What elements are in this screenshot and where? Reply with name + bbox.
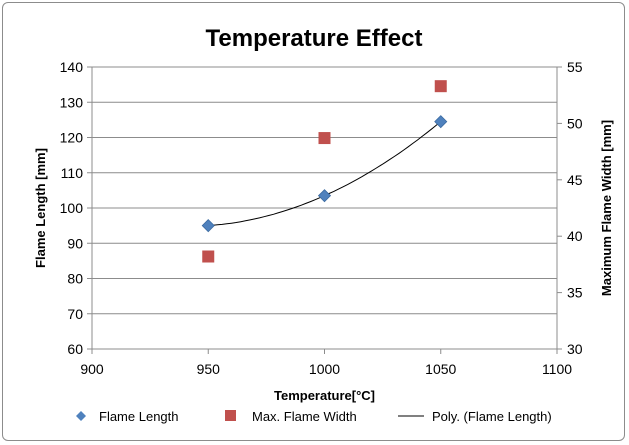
y-tick-label: 110 (61, 165, 84, 181)
y-tick-label: 140 (60, 59, 84, 75)
x-axis-ticks: 900 950 1000 1050 1100 (80, 349, 572, 377)
flame-length-point (201, 219, 215, 233)
legend-item-max-flame-width: Max. Flame Width (225, 409, 357, 424)
data-marks (201, 80, 448, 263)
max-flame-width-point (434, 80, 447, 93)
y2-tick-label: 40 (567, 228, 583, 244)
max-flame-width-point (202, 250, 215, 263)
y2-tick-label: 45 (567, 172, 583, 188)
y-tick-label: 100 (60, 200, 84, 216)
legend-label-flame-length: Flame Length (99, 409, 179, 424)
x-tick-label: 1000 (309, 361, 340, 377)
chart-frame (2, 2, 625, 441)
flame-length-point (434, 115, 448, 129)
left-axis-ticks: 60 70 80 90 100 110 120 130 140 (60, 59, 92, 357)
chart-title: Temperature Effect (206, 25, 423, 52)
x-axis-label: Temperature[°C] (274, 388, 375, 403)
y-tick-label: 130 (60, 94, 84, 110)
y2-tick-label: 35 (567, 285, 583, 301)
legend-item-poly-flame-length: Poly. (Flame Length) (398, 409, 552, 424)
x-tick-label: 950 (197, 361, 221, 377)
legend: Flame Length Max. Flame Width Poly. (Fla… (76, 409, 552, 424)
y2-tick-label: 55 (567, 59, 583, 75)
y2-axis-label: Maximum Flame Width [mm] (599, 120, 614, 296)
legend-marker-max-flame-width (225, 410, 236, 421)
legend-label-poly-flame-length: Poly. (Flame Length) (432, 409, 552, 424)
gridlines (92, 66, 557, 350)
legend-marker-flame-length (76, 411, 86, 421)
y2-tick-label: 30 (567, 341, 583, 357)
y-axis-label: Flame Length [mm] (33, 148, 48, 268)
flame-length-point (317, 189, 332, 203)
y-tick-label: 80 (67, 271, 83, 287)
y-tick-label: 60 (67, 341, 83, 357)
x-tick-label: 1100 (542, 361, 572, 377)
y-tick-label: 120 (60, 130, 84, 146)
x-tick-label: 900 (80, 361, 104, 377)
legend-label-max-flame-width: Max. Flame Width (252, 409, 357, 424)
y-tick-label: 70 (67, 306, 83, 322)
right-axis-ticks: 30 35 40 45 50 55 (557, 59, 583, 357)
legend-item-flame-length: Flame Length (76, 409, 179, 424)
x-tick-label: 1050 (425, 361, 456, 377)
y-tick-label: 90 (67, 235, 83, 251)
max-flame-width-point (318, 132, 331, 145)
y2-tick-label: 50 (567, 115, 583, 131)
